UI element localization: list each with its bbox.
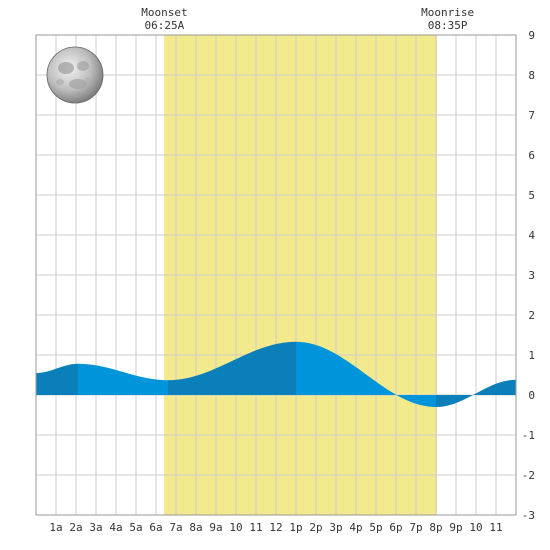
y-tick-label: -1 (522, 429, 535, 442)
x-tick-label: 4p (349, 521, 362, 534)
y-tick-label: 4 (528, 229, 535, 242)
moonset-label: Moonset (141, 6, 187, 19)
x-tick-label: 11 (249, 521, 262, 534)
moonset-time: 06:25A (145, 19, 185, 32)
y-tick-label: 1 (528, 349, 535, 362)
x-tick-label: 3a (89, 521, 102, 534)
y-tick-label: 3 (528, 269, 535, 282)
grid-lines (36, 34, 516, 516)
tide-area (36, 341, 516, 407)
tide-segment (36, 363, 78, 395)
y-axis-labels: -3 -2 -1 0 1 2 3 4 5 6 7 8 9 (522, 29, 536, 522)
x-tick-label: 6a (149, 521, 162, 534)
tide-segment (78, 363, 168, 395)
y-tick-label: 0 (528, 389, 535, 402)
y-tick-label: 7 (528, 109, 535, 122)
tide-segment (436, 379, 516, 407)
y-tick-label: 5 (528, 189, 535, 202)
x-tick-label: 7a (169, 521, 182, 534)
x-tick-label: 9a (209, 521, 222, 534)
x-tick-label: 6p (389, 521, 402, 534)
x-tick-label: 7p (409, 521, 422, 534)
x-tick-label: 5p (369, 521, 382, 534)
x-tick-label: 10 (469, 521, 482, 534)
y-tick-label: 9 (528, 29, 535, 42)
moonrise-time: 08:35P (428, 19, 468, 32)
y-tick-label: 8 (528, 69, 535, 82)
x-tick-label: 8p (429, 521, 442, 534)
x-tick-label: 8a (189, 521, 202, 534)
moonrise-label: Moonrise (421, 6, 474, 19)
y-tick-label: -2 (522, 469, 535, 482)
y-tick-label: 2 (528, 309, 535, 322)
x-axis-labels: 1a 2a 3a 4a 5a 6a 7a 8a 9a 10 11 12 1p 2p 3p 4p 5p 6p 7p 8p… (49, 521, 502, 534)
full-moon-icon (46, 46, 104, 104)
x-tick-label: 12 (269, 521, 282, 534)
x-tick-label: 1a (49, 521, 62, 534)
x-tick-label: 2p (309, 521, 322, 534)
x-tick-label: 5a (129, 521, 142, 534)
y-tick-label: -3 (522, 509, 535, 522)
plot-frame (35, 34, 517, 516)
x-tick-label: 11 (489, 521, 502, 534)
x-tick-label: 2a (69, 521, 82, 534)
x-tick-label: 3p (329, 521, 342, 534)
tide-segment (168, 341, 296, 395)
tide-segment (296, 341, 436, 407)
y-tick-label: 6 (528, 149, 535, 162)
x-tick-label: 9p (449, 521, 462, 534)
x-tick-label: 10 (229, 521, 242, 534)
x-tick-label: 1p (289, 521, 302, 534)
x-tick-label: 4a (109, 521, 122, 534)
